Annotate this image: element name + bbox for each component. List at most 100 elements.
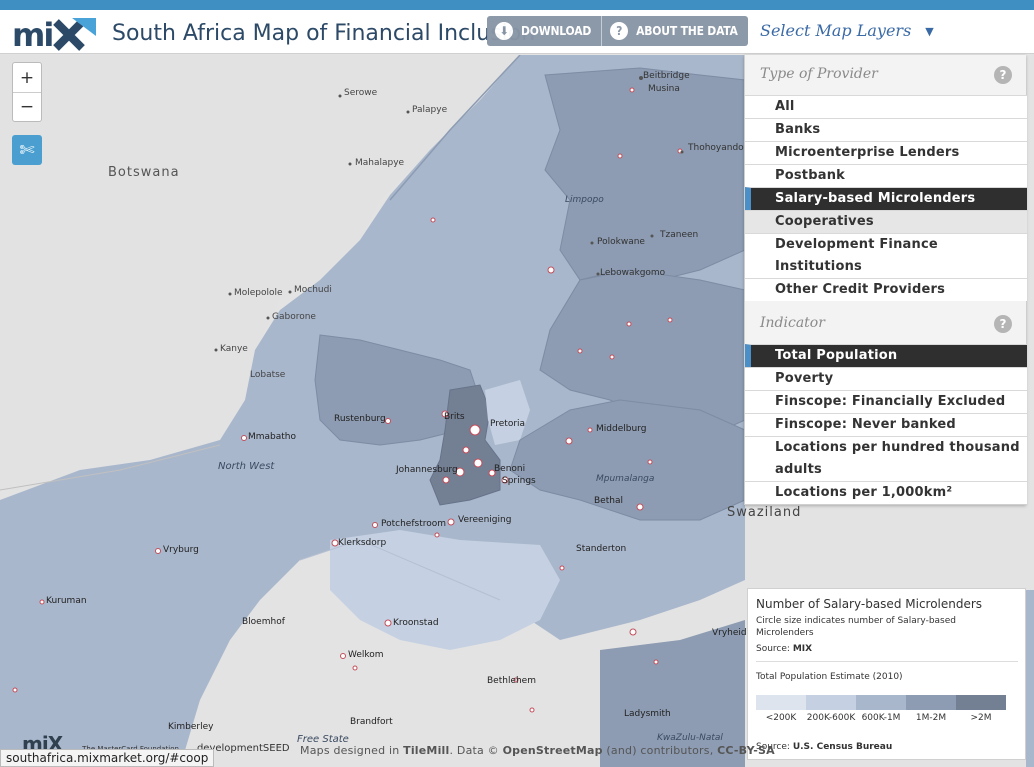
svg-text:mi: mi (12, 16, 52, 52)
footer-developmentseed-logo[interactable]: developmentSEED (196, 743, 290, 754)
map-label-johannesburg: Johannesburg (396, 465, 458, 475)
map-label-standerton: Standerton (576, 544, 627, 554)
map-label-north-west: North West (218, 461, 275, 472)
indicator-item-finscope-financially-excluded[interactable]: Finscope: Financially Excluded (745, 390, 1027, 413)
map-label-kanye: Kanye (220, 344, 248, 354)
provider-item-development-finance-institutions[interactable]: Development Finance Institutions (745, 233, 1027, 278)
map-label-rustenburg: Rustenburg (334, 414, 386, 424)
attrib-prefix: Maps designed in (300, 744, 400, 757)
select-map-layers-label: Select Map Layers (760, 21, 912, 40)
map-label-serowe: Serowe (344, 88, 378, 98)
download-button[interactable]: ⬇ DOWNLOAD (487, 16, 601, 46)
map-label-vereeniging: Vereeniging (458, 515, 512, 525)
indicator-section-header: Indicator ? (745, 308, 1027, 338)
scissors-icon[interactable]: ✄ (12, 135, 42, 165)
map-label-springs: Springs (502, 476, 536, 486)
provider-item-postbank[interactable]: Postbank (745, 164, 1027, 187)
map-label-tzaneen: Tzaneen (660, 230, 699, 240)
map-layers-panel: Type of Provider ? All Banks Microenterp… (744, 55, 1027, 505)
indicator-help-icon[interactable]: ? (994, 315, 1012, 333)
attrib-tilemill-link[interactable]: TileMill (403, 744, 450, 757)
attrib-license-link[interactable]: CC-BY-SA (717, 744, 775, 757)
map-label-mochudi: Mochudi (294, 285, 332, 295)
provider-item-cooperatives[interactable]: Cooperatives (745, 210, 1027, 233)
map-label-lebowakgomo: Lebowakgomo (600, 268, 666, 278)
legend-bin-labels: <200K 200K-600K 600K-1M 1M-2M >2M (756, 713, 1006, 724)
indicator-item-poverty[interactable]: Poverty (745, 367, 1027, 390)
provider-section-header: Type of Provider ? (745, 59, 1027, 89)
legend-source2-label: Source: (756, 742, 790, 752)
mix-logo[interactable]: mi (12, 14, 98, 52)
map-label-welkom: Welkom (348, 650, 384, 660)
indicator-item-locations-per-hundred-thousand[interactable]: Locations per hundred thousand adults (745, 436, 1027, 481)
legend-swatch (906, 695, 956, 710)
provider-item-microenterprise-lenders[interactable]: Microenterprise Lenders (745, 141, 1027, 164)
provider-item-all[interactable]: All (745, 95, 1027, 118)
map-label-benoni: Benoni (494, 464, 526, 474)
zoom-control: + − (12, 62, 42, 122)
zoom-out-button[interactable]: − (13, 92, 41, 121)
map-label-klerksdorp: Klerksdorp (338, 538, 387, 548)
legend-swatch (856, 695, 906, 710)
map-label-palapye: Palapye (412, 105, 448, 115)
provider-help-icon[interactable]: ? (994, 66, 1012, 84)
map-label-brits: Brits (444, 412, 465, 422)
help-icon: ? (610, 22, 629, 40)
map-label-kimberley: Kimberley (168, 722, 214, 732)
page-title: South Africa Map of Financial Inclusion (112, 21, 536, 46)
legend-swatch (956, 695, 1006, 710)
header-button-group: ⬇ DOWNLOAD ? ABOUT THE DATA (487, 16, 748, 46)
map-label-brandfort: Brandfort (350, 717, 393, 727)
legend-bin-label: 1M-2M (915, 713, 947, 723)
legend-bin-label: 200K-600K (806, 713, 856, 723)
legend-color-scale (756, 695, 1006, 710)
map-label-middelburg: Middelburg (596, 424, 647, 434)
provider-section-title: Type of Provider (760, 66, 878, 82)
map-label-mmabatho: Mmabatho (248, 432, 297, 442)
map-label-musina: Musina (648, 84, 680, 94)
legend-source2-value: U.S. Census Bureau (792, 742, 893, 752)
map-label-limpopo: Limpopo (565, 195, 604, 205)
map-label-mahalapye: Mahalapye (355, 158, 405, 168)
legend-population-title: Total Population Estimate (2010) (756, 672, 903, 682)
legend-bin-label: <200K (765, 713, 797, 723)
legend-source-2: Source: U.S. Census Bureau (756, 742, 892, 752)
legend-title: Number of Salary-based Microlenders (756, 597, 983, 611)
legend-swatch (756, 695, 806, 710)
map-label-mpumalanga: Mpumalanga (596, 474, 655, 484)
about-data-label: ABOUT THE DATA (636, 24, 738, 38)
legend-bin-label: 600K-1M (861, 713, 901, 723)
attrib-contrib: (and) contributors, (606, 744, 714, 757)
map-label-polokwane: Polokwane (597, 237, 645, 247)
legend-source-value: MIX (792, 644, 813, 654)
indicator-item-total-population[interactable]: Total Population (745, 344, 1027, 367)
map-label-pretoria: Pretoria (490, 419, 526, 429)
map-label-kwazulu-natal: KwaZulu-Natal (657, 733, 723, 743)
legend-source-label: Source: (756, 644, 790, 654)
select-map-layers-dropdown[interactable]: Select Map Layers ▼ (760, 21, 934, 40)
map-label-bethal: Bethal (594, 496, 623, 506)
map-attribution: Maps designed in TileMill. Data © OpenSt… (300, 744, 775, 757)
map-legend: Number of Salary-based Microlenders Circ… (747, 588, 1026, 760)
attrib-osm-link[interactable]: OpenStreetMap (502, 744, 603, 757)
status-bar-url: southafrica.mixmarket.org/#coop (0, 749, 215, 767)
map-label-free-state: Free State (297, 734, 349, 745)
map-label-potchefstroom: Potchefstroom (381, 519, 446, 529)
provider-item-banks[interactable]: Banks (745, 118, 1027, 141)
map-label-botswana: Botswana (108, 165, 180, 180)
legend-swatch (806, 695, 856, 710)
map-label-bloemhof: Bloemhof (242, 617, 285, 627)
indicator-item-locations-per-1000km2[interactable]: Locations per 1,000km² (745, 481, 1027, 504)
indicator-item-finscope-never-banked[interactable]: Finscope: Never banked (745, 413, 1027, 436)
about-data-button[interactable]: ? ABOUT THE DATA (601, 16, 748, 46)
download-label: DOWNLOAD (521, 24, 592, 38)
provider-item-other-credit-providers[interactable]: Other Credit Providers (745, 278, 1027, 301)
provider-item-salary-based-microlenders[interactable]: Salary-based Microlenders (745, 187, 1027, 210)
zoom-in-button[interactable]: + (19, 67, 35, 88)
legend-subtitle: Circle size indicates number of Salary-b… (756, 616, 956, 638)
indicator-section-title: Indicator (760, 315, 825, 331)
legend-source: Source: MIX (756, 644, 812, 654)
map-label-vryheid: Vryheid (712, 628, 747, 638)
legend-bin-label: >2M (970, 713, 992, 723)
legend-divider (756, 661, 1018, 662)
